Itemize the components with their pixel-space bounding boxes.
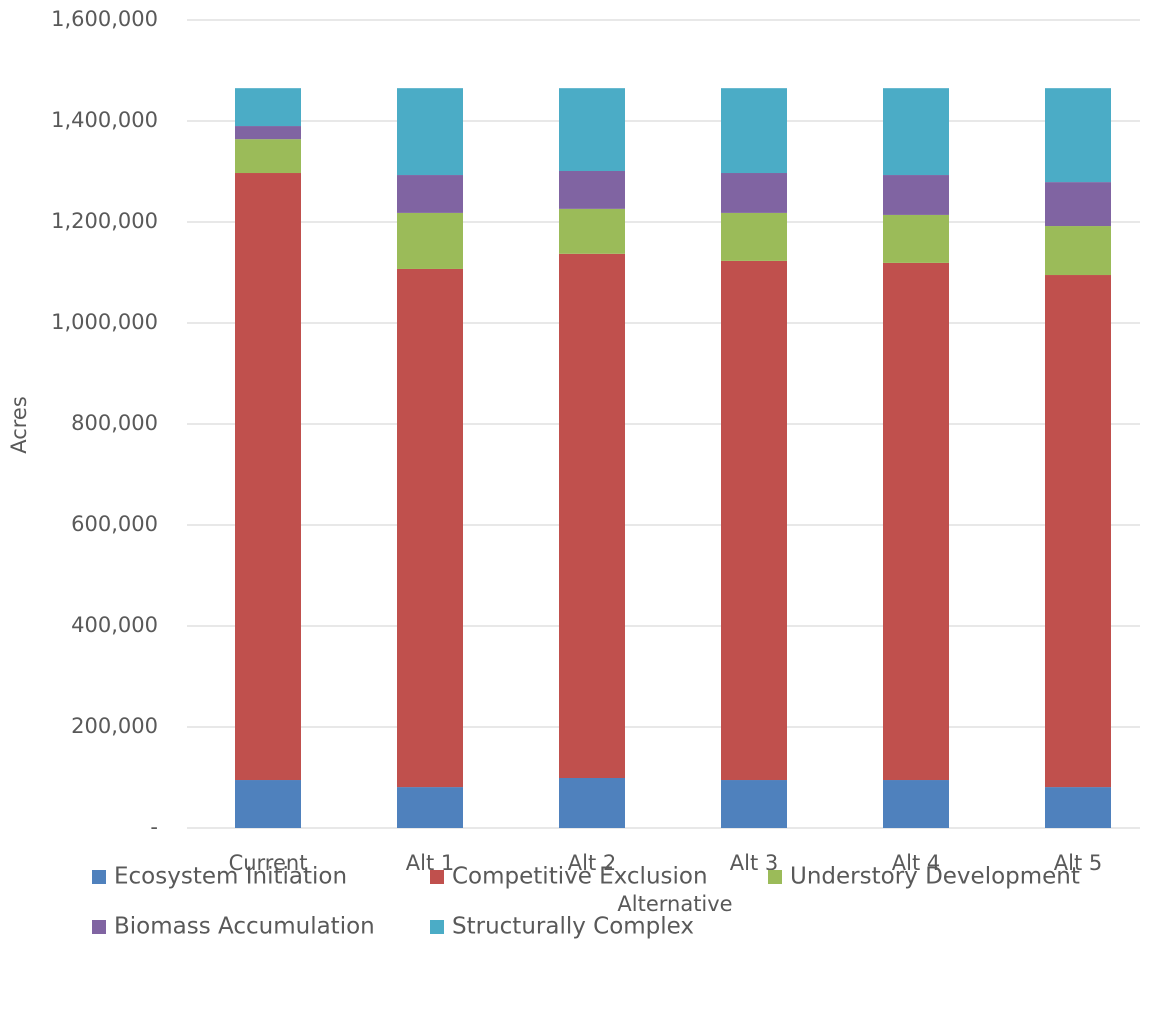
bar-segment (883, 175, 949, 215)
y-axis-label: Acres (7, 396, 31, 454)
x-tick-label: Alt 2 (568, 851, 616, 875)
legend-swatch (92, 920, 106, 934)
bar-segment (883, 214, 949, 263)
bar-segment (883, 88, 949, 176)
legend-swatch (430, 870, 444, 884)
y-tick-label: 1,600,000 (51, 7, 158, 31)
bar-segment (397, 175, 463, 213)
bar-segment (1045, 787, 1111, 828)
bar-segment (397, 88, 463, 176)
legend-label: Structurally Complex (452, 914, 694, 940)
legend-swatch (92, 870, 106, 884)
y-tick-label: 200,000 (71, 714, 158, 738)
x-axis-label: Alternative (617, 892, 732, 916)
bar-segment (559, 208, 625, 254)
bar-segment (235, 126, 301, 140)
x-tick-label: Current (229, 851, 308, 875)
bar-segment (397, 787, 463, 828)
y-tick-label: - (150, 815, 158, 839)
legend-label: Understory Development (790, 864, 1080, 890)
legend-label: Biomass Accumulation (114, 914, 375, 940)
bar-segment (235, 173, 301, 781)
bar-segment (235, 780, 301, 828)
x-tick-label: Alt 4 (892, 851, 940, 875)
bar-segment (883, 262, 949, 781)
y-tick-label: 1,400,000 (51, 108, 158, 132)
bar-segment (559, 778, 625, 828)
bar-segment (397, 268, 463, 788)
bar-segment (1045, 182, 1111, 227)
bar-segment (235, 139, 301, 174)
legend-swatch (768, 870, 782, 884)
bar-segment (721, 173, 787, 213)
legend-swatch (430, 920, 444, 934)
bar-segment (559, 88, 625, 171)
bar-segment (1045, 275, 1111, 788)
y-tick-label: 1,000,000 (51, 310, 158, 334)
bar-segment (1045, 226, 1111, 276)
y-tick-label: 800,000 (71, 411, 158, 435)
x-tick-label: Alt 5 (1054, 851, 1102, 875)
bar-segment (721, 780, 787, 828)
bar-segment (235, 88, 301, 127)
bar-segment (883, 780, 949, 828)
bar-segment (721, 88, 787, 174)
legend-label: Competitive Exclusion (452, 864, 708, 890)
y-tick-label: 1,200,000 (51, 209, 158, 233)
y-tick-label: 600,000 (71, 512, 158, 536)
bar-segment (559, 253, 625, 779)
bar-segment (721, 212, 787, 261)
bar-segment (397, 212, 463, 269)
y-tick-label: 400,000 (71, 613, 158, 637)
bar-segment (721, 260, 787, 781)
bar-segment (1045, 88, 1111, 183)
legend-label: Ecosystem Initiation (114, 864, 347, 890)
bar-segment (559, 170, 625, 209)
